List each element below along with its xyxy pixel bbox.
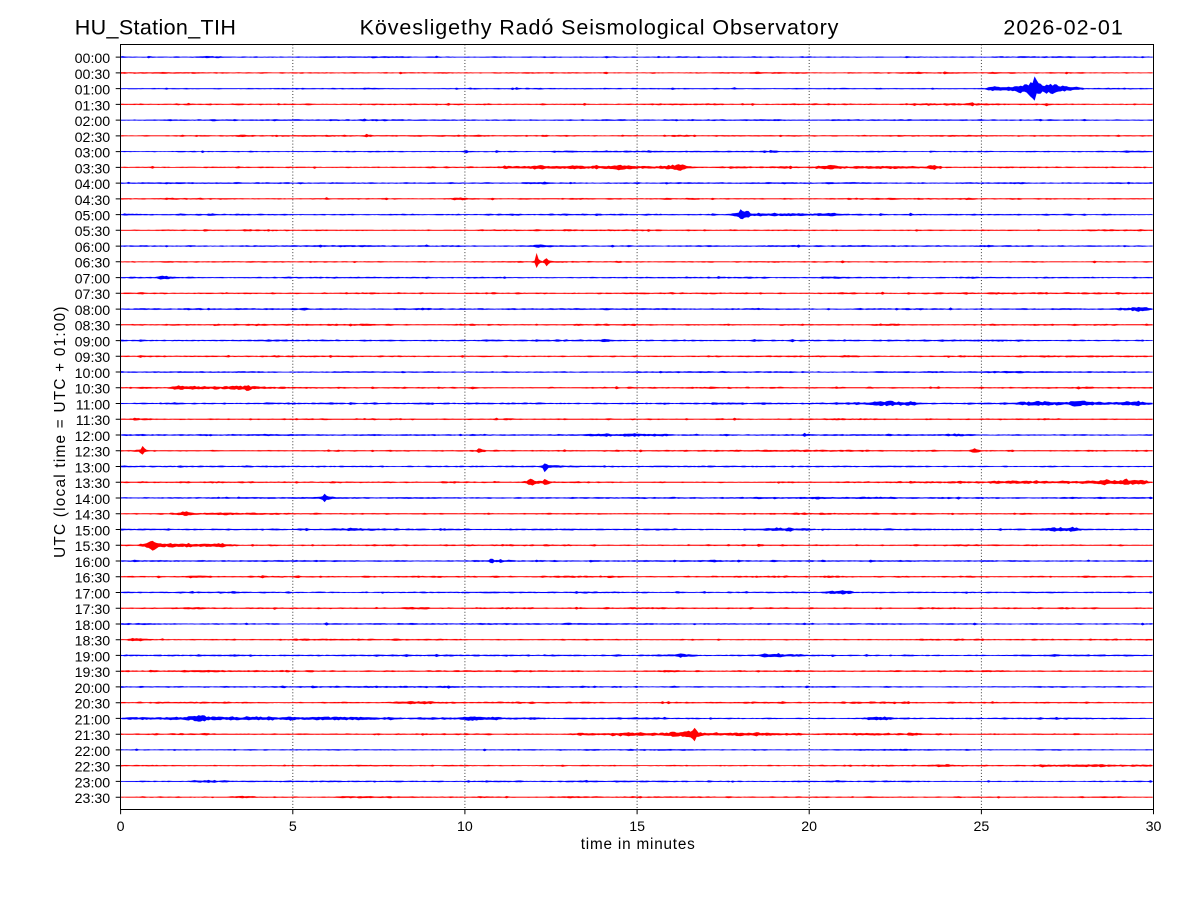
svg-text:23:30: 23:30 (75, 791, 111, 807)
svg-text:18:30: 18:30 (75, 634, 111, 650)
svg-text:03:00: 03:00 (75, 146, 111, 162)
svg-text:06:00: 06:00 (75, 240, 111, 256)
svg-text:04:00: 04:00 (75, 177, 111, 193)
svg-text:23:00: 23:00 (75, 775, 111, 791)
svg-text:09:30: 09:30 (75, 350, 111, 366)
svg-text:19:30: 19:30 (75, 665, 111, 681)
svg-text:08:00: 08:00 (75, 303, 111, 319)
svg-text:Kövesligethy Radó Seismologica: Kövesligethy Radó Seismological Observat… (360, 15, 840, 39)
svg-text:03:30: 03:30 (75, 161, 111, 177)
svg-text:14:00: 14:00 (75, 492, 111, 508)
svg-text:10:30: 10:30 (75, 382, 111, 398)
svg-text:17:00: 17:00 (75, 586, 111, 602)
svg-text:22:00: 22:00 (75, 744, 111, 760)
svg-text:13:00: 13:00 (75, 460, 111, 476)
svg-text:12:00: 12:00 (75, 429, 111, 445)
svg-text:30: 30 (1146, 819, 1162, 835)
svg-text:05:30: 05:30 (75, 224, 111, 240)
svg-text:21:30: 21:30 (75, 728, 111, 744)
svg-text:13:30: 13:30 (75, 476, 111, 492)
svg-text:10: 10 (457, 819, 473, 835)
svg-text:time in minutes: time in minutes (581, 836, 696, 853)
svg-text:25: 25 (974, 819, 990, 835)
svg-text:07:00: 07:00 (75, 272, 111, 288)
svg-text:16:00: 16:00 (75, 555, 111, 571)
svg-text:10:00: 10:00 (75, 366, 111, 382)
svg-text:09:00: 09:00 (75, 335, 111, 351)
svg-text:21:00: 21:00 (75, 712, 111, 728)
svg-text:11:30: 11:30 (76, 413, 111, 429)
svg-text:12:30: 12:30 (75, 445, 111, 461)
svg-text:20:00: 20:00 (75, 681, 111, 697)
svg-text:16:30: 16:30 (75, 571, 111, 587)
svg-text:HU_Station_TIH: HU_Station_TIH (75, 15, 236, 39)
svg-text:00:30: 00:30 (75, 67, 111, 83)
svg-text:08:30: 08:30 (75, 319, 111, 335)
svg-text:22:30: 22:30 (75, 760, 111, 776)
svg-text:00:00: 00:00 (75, 51, 111, 67)
svg-text:04:30: 04:30 (75, 193, 111, 209)
svg-text:5: 5 (289, 819, 297, 835)
svg-text:07:30: 07:30 (75, 287, 111, 303)
svg-text:15:00: 15:00 (75, 523, 111, 539)
svg-text:UTC (local time = UTC + 01:00): UTC (local time = UTC + 01:00) (52, 305, 69, 558)
svg-text:17:30: 17:30 (75, 602, 111, 618)
svg-text:02:00: 02:00 (75, 114, 111, 130)
svg-text:06:30: 06:30 (75, 256, 111, 272)
svg-text:15: 15 (629, 819, 645, 835)
svg-text:2026-02-01: 2026-02-01 (1003, 15, 1123, 39)
svg-text:01:30: 01:30 (75, 98, 111, 114)
svg-text:14:30: 14:30 (75, 508, 111, 524)
svg-text:20: 20 (801, 819, 817, 835)
svg-text:20:30: 20:30 (75, 697, 111, 713)
svg-text:02:30: 02:30 (75, 130, 111, 146)
svg-text:0: 0 (117, 819, 125, 835)
svg-text:15:30: 15:30 (75, 539, 111, 555)
svg-text:05:00: 05:00 (75, 209, 111, 225)
svg-text:01:00: 01:00 (75, 83, 111, 99)
svg-text:18:00: 18:00 (75, 618, 111, 634)
svg-text:19:00: 19:00 (75, 649, 111, 665)
svg-text:11:00: 11:00 (76, 397, 111, 413)
